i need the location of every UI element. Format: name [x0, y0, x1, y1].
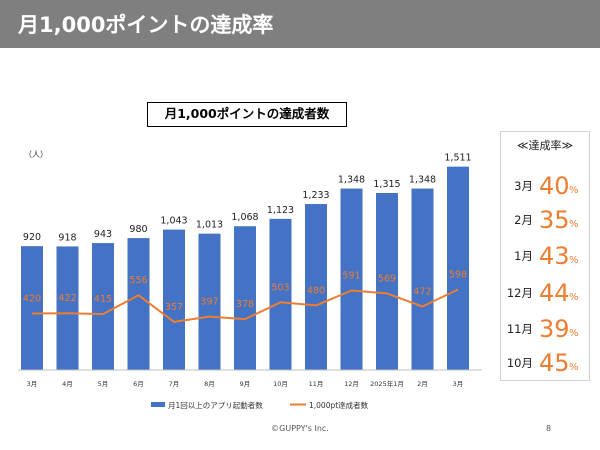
x-tick-label: 10月: [273, 380, 288, 388]
bar: [340, 188, 363, 370]
bar-value-label: 1,068: [231, 212, 258, 223]
rate-row: 1月 43 %: [501, 240, 589, 268]
page-title: 月1,000ポイントの達成率: [18, 13, 274, 37]
copyright-text: ©GUPPY's Inc.: [271, 424, 329, 433]
rate-value: 35: [539, 206, 570, 234]
line-value-label: 422: [58, 293, 76, 304]
line-value-label: 569: [378, 273, 396, 284]
rate-unit: %: [569, 362, 579, 373]
bar-value-label: 1,123: [267, 205, 294, 216]
rate-unit: %: [569, 328, 579, 339]
rate-row: 10月 45 %: [501, 347, 589, 375]
bar: [447, 166, 469, 370]
rate-month: 2月: [514, 213, 533, 227]
bar: [269, 218, 292, 370]
y-unit-label: （人）: [24, 150, 48, 159]
bar-value-label: 1,315: [373, 179, 400, 190]
rate-month: 11月: [506, 322, 533, 336]
legend-label: 月1回以上のアプリ起動者数: [168, 400, 263, 410]
x-tick-label: 4月: [62, 380, 73, 388]
rate-unit: %: [569, 255, 579, 266]
x-tick-label: 5月: [98, 380, 109, 388]
x-tick-label: 7月: [169, 380, 180, 388]
rate-row: 2月 35 %: [501, 204, 589, 232]
x-tick-label: 11月: [309, 380, 324, 388]
rate-value: 43: [539, 242, 570, 270]
rate-month: 10月: [506, 356, 533, 370]
rate-unit: %: [569, 219, 579, 230]
bar: [21, 246, 43, 370]
rate-row: 12月 44 %: [501, 277, 589, 305]
x-tick-label: 12月: [344, 380, 359, 388]
rate-unit: %: [569, 292, 579, 303]
rate-unit: %: [569, 185, 579, 196]
line-value-label: 503: [271, 282, 289, 293]
bar: [163, 229, 185, 370]
legend-label: 1,000pt達成者数: [309, 400, 369, 410]
rate-month: 12月: [506, 286, 533, 300]
x-tick-label: 9月: [240, 380, 251, 388]
line-value-label: 472: [413, 286, 431, 297]
bar: [305, 204, 327, 370]
bar-value-label: 980: [129, 224, 147, 235]
bar: [92, 243, 114, 370]
line-value-label: 598: [449, 270, 467, 281]
bar-value-label: 1,348: [338, 175, 365, 186]
rate-row: 11月 39 %: [501, 313, 589, 341]
line-value-label: 397: [200, 297, 218, 308]
line-value-label: 420: [23, 293, 41, 304]
line-value-label: 357: [165, 302, 183, 313]
rate-panel-title: ≪達成率≫: [516, 139, 574, 152]
line-value-label: 591: [342, 270, 360, 281]
achievement-rate-panel: ≪達成率≫ 3月 40 % 2月 35 % 1月 43 % 12月 44 % 1…: [500, 131, 590, 381]
rate-value: 39: [539, 315, 570, 343]
chart-title: 月1,000ポイントの達成者数: [147, 102, 347, 127]
line-value-label: 415: [94, 294, 112, 305]
bar-value-label: 1,233: [302, 190, 329, 201]
bar-value-label: 918: [58, 232, 76, 243]
page-number: 8: [546, 424, 552, 433]
bar: [376, 193, 398, 370]
bar: [127, 238, 150, 370]
x-tick-label: 2月: [417, 380, 428, 388]
x-tick-label: 3月: [453, 380, 464, 388]
bar: [411, 188, 434, 370]
rate-row: 3月 40 %: [501, 170, 589, 198]
rate-month: 1月: [514, 249, 533, 263]
bar-value-label: 1,043: [160, 216, 187, 227]
bar-value-label: 920: [23, 232, 41, 243]
x-tick-label: 6月: [133, 380, 144, 388]
line-series-path: [31, 288, 459, 323]
bar: [234, 226, 256, 370]
header-banner: 月1,000ポイントの達成率: [0, 0, 600, 48]
bar-value-label: 943: [94, 229, 112, 240]
bar-value-label: 1,348: [409, 175, 436, 186]
rate-value: 45: [539, 349, 570, 377]
rate-value: 40: [539, 172, 570, 200]
line-value-label: 556: [129, 275, 147, 286]
x-tick-label: 2025年1月: [370, 379, 404, 388]
bar: [56, 246, 79, 370]
x-tick-label: 8月: [204, 380, 215, 388]
line-value-label: 378: [236, 299, 254, 310]
bar: [198, 233, 221, 370]
line-value-label: 480: [307, 285, 325, 296]
rate-month: 3月: [514, 179, 533, 193]
bar-value-label: 1,013: [196, 220, 223, 231]
rate-value: 44: [539, 279, 570, 307]
x-tick-label: 3月: [27, 380, 38, 388]
bar-value-label: 1,511: [444, 153, 471, 164]
legend-swatch-bar: [151, 402, 165, 407]
